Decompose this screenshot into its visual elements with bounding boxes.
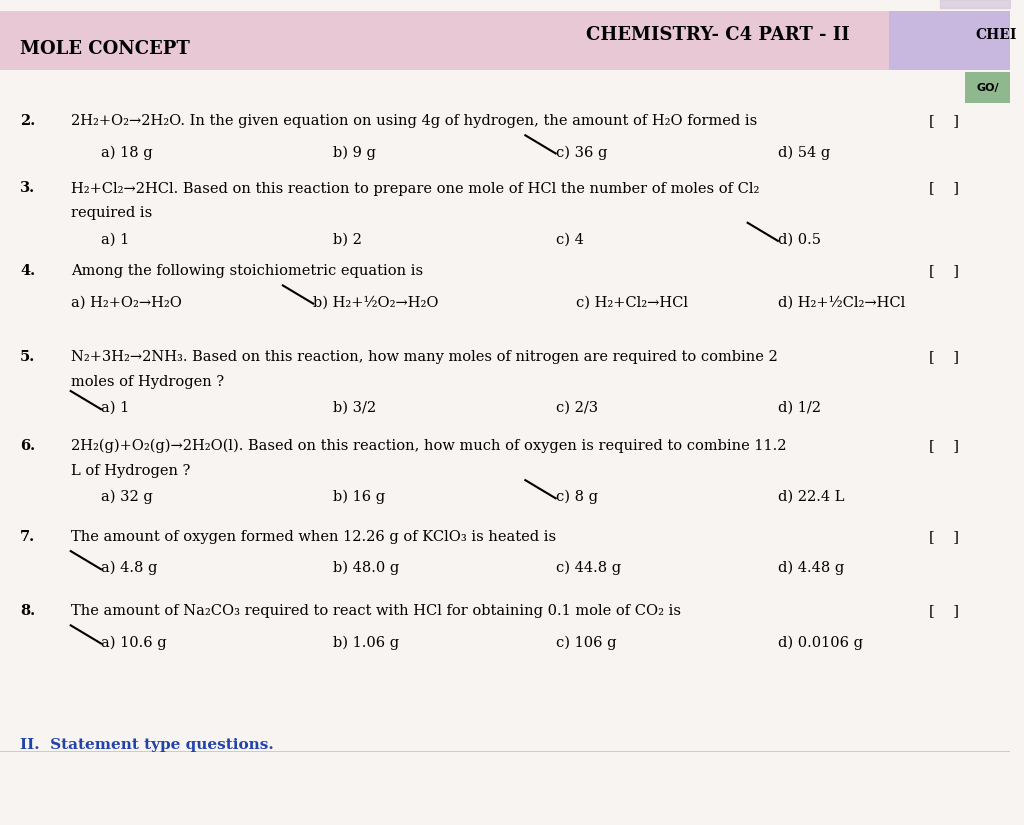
Text: 6.: 6. bbox=[20, 439, 36, 453]
FancyBboxPatch shape bbox=[889, 11, 970, 70]
Text: 2.: 2. bbox=[20, 114, 36, 128]
Text: c) 106 g: c) 106 g bbox=[556, 635, 616, 649]
Text: b) 16 g: b) 16 g bbox=[334, 490, 385, 504]
Text: b) 9 g: b) 9 g bbox=[334, 145, 376, 159]
Text: The amount of Na₂CO₃ required to react with HCl for obtaining 0.1 mole of CO₂ is: The amount of Na₂CO₃ required to react w… bbox=[71, 604, 681, 618]
Text: moles of Hydrogen ?: moles of Hydrogen ? bbox=[71, 375, 224, 389]
Text: 2H₂+O₂→2H₂O. In the given equation on using 4g of hydrogen, the amount of H₂O fo: 2H₂+O₂→2H₂O. In the given equation on us… bbox=[71, 114, 757, 128]
Text: a) H₂+O₂→H₂O: a) H₂+O₂→H₂O bbox=[71, 295, 181, 309]
Text: d) 4.48 g: d) 4.48 g bbox=[778, 561, 844, 575]
Text: d) 22.4 L: d) 22.4 L bbox=[778, 490, 845, 504]
Text: [    ]: [ ] bbox=[930, 114, 959, 128]
Text: [    ]: [ ] bbox=[930, 530, 959, 544]
Text: The amount of oxygen formed when 12.26 g of KClO₃ is heated is: The amount of oxygen formed when 12.26 g… bbox=[71, 530, 556, 544]
Text: [    ]: [ ] bbox=[930, 182, 959, 196]
Text: MOLE CONCEPT: MOLE CONCEPT bbox=[20, 40, 190, 59]
Text: [    ]: [ ] bbox=[930, 350, 959, 364]
Text: H₂+Cl₂→2HCl. Based on this reaction to prepare one mole of HCl the number of mol: H₂+Cl₂→2HCl. Based on this reaction to p… bbox=[71, 182, 759, 196]
Text: [    ]: [ ] bbox=[930, 439, 959, 453]
Text: a) 18 g: a) 18 g bbox=[101, 145, 153, 159]
Text: CHEI: CHEI bbox=[975, 28, 1017, 41]
Text: Among the following stoichiometric equation is: Among the following stoichiometric equat… bbox=[71, 264, 423, 278]
Text: c) 8 g: c) 8 g bbox=[556, 490, 598, 504]
Text: b) 48.0 g: b) 48.0 g bbox=[334, 561, 399, 575]
Text: c) 2/3: c) 2/3 bbox=[556, 401, 598, 415]
Text: b) 2: b) 2 bbox=[334, 233, 362, 247]
Text: b) 3/2: b) 3/2 bbox=[334, 401, 377, 415]
Text: 8.: 8. bbox=[20, 604, 36, 618]
Text: [    ]: [ ] bbox=[930, 264, 959, 278]
Text: d) 54 g: d) 54 g bbox=[778, 145, 830, 159]
Text: d) 0.0106 g: d) 0.0106 g bbox=[778, 635, 863, 649]
Text: [    ]: [ ] bbox=[930, 604, 959, 618]
Text: required is: required is bbox=[71, 206, 152, 220]
Text: d) 1/2: d) 1/2 bbox=[778, 401, 821, 415]
Text: c) H₂+Cl₂→HCl: c) H₂+Cl₂→HCl bbox=[575, 295, 688, 309]
Text: 2H₂(g)+O₂(g)→2H₂O(l). Based on this reaction, how much of oxygen is required to : 2H₂(g)+O₂(g)→2H₂O(l). Based on this reac… bbox=[71, 439, 786, 453]
Text: GO/: GO/ bbox=[977, 83, 999, 93]
Text: d) H₂+½Cl₂→HCl: d) H₂+½Cl₂→HCl bbox=[778, 295, 905, 309]
Text: a) 1: a) 1 bbox=[101, 233, 129, 247]
Text: II.  Statement type questions.: II. Statement type questions. bbox=[20, 738, 274, 752]
Text: b) H₂+½O₂→H₂O: b) H₂+½O₂→H₂O bbox=[313, 295, 438, 309]
FancyBboxPatch shape bbox=[965, 72, 1011, 103]
Text: d) 0.5: d) 0.5 bbox=[778, 233, 821, 247]
Text: N₂+3H₂→2NH₃. Based on this reaction, how many moles of nitrogen are required to : N₂+3H₂→2NH₃. Based on this reaction, how… bbox=[71, 350, 777, 364]
Text: c) 4: c) 4 bbox=[556, 233, 584, 247]
Text: a) 32 g: a) 32 g bbox=[101, 490, 153, 504]
Text: b) 1.06 g: b) 1.06 g bbox=[334, 635, 399, 649]
Text: L of Hydrogen ?: L of Hydrogen ? bbox=[71, 464, 190, 478]
Text: c) 44.8 g: c) 44.8 g bbox=[556, 561, 621, 575]
Text: a) 1: a) 1 bbox=[101, 401, 129, 415]
Text: a) 10.6 g: a) 10.6 g bbox=[101, 635, 167, 649]
FancyBboxPatch shape bbox=[0, 11, 889, 70]
Text: 4.: 4. bbox=[20, 264, 36, 278]
Text: 7.: 7. bbox=[20, 530, 36, 544]
Text: 5.: 5. bbox=[20, 350, 36, 364]
FancyBboxPatch shape bbox=[970, 11, 1011, 70]
Text: a) 4.8 g: a) 4.8 g bbox=[101, 561, 158, 575]
Text: c) 36 g: c) 36 g bbox=[556, 145, 607, 159]
Text: CHEMISTRY- C4 PART - II: CHEMISTRY- C4 PART - II bbox=[586, 26, 850, 44]
Text: 3.: 3. bbox=[20, 182, 36, 196]
